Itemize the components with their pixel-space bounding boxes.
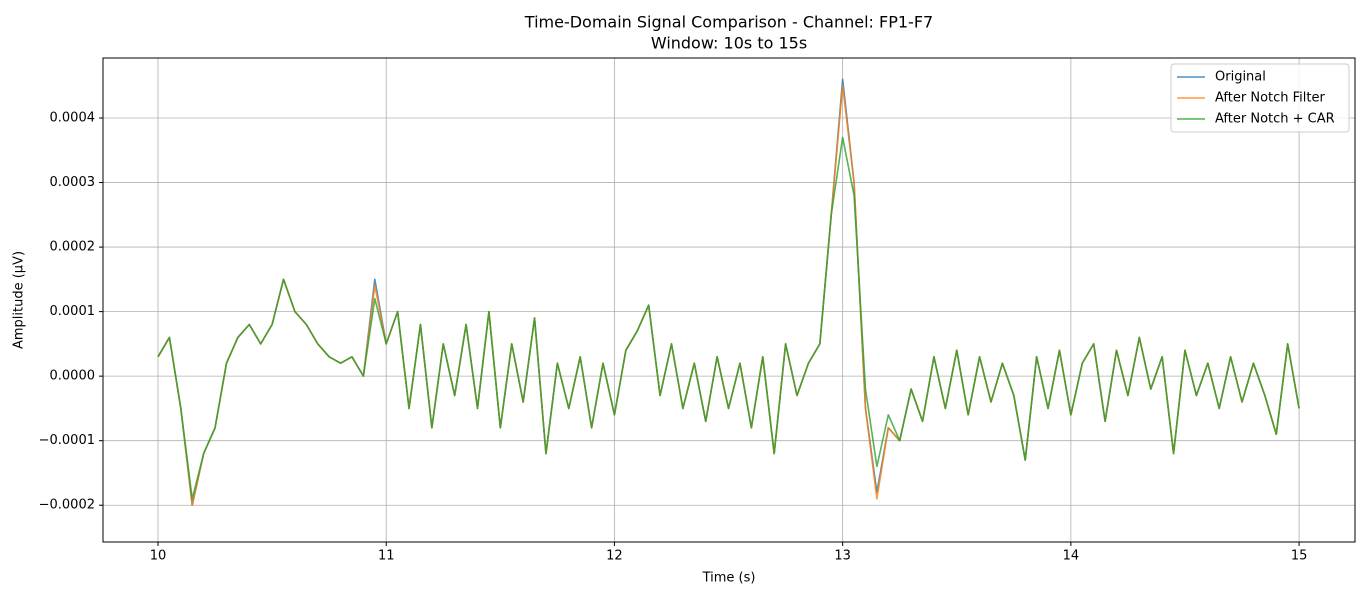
y-tick-label: −0.0001 [39, 433, 95, 448]
x-tick-label: 12 [606, 549, 623, 564]
chart-title: Time-Domain Signal Comparison - Channel:… [524, 13, 933, 32]
series-line [157, 78, 1300, 507]
chart-subtitle: Window: 10s to 15s [651, 34, 807, 53]
x-tick-label: 13 [834, 549, 851, 564]
x-tick-label: 14 [1063, 549, 1080, 564]
x-tick-label: 15 [1291, 549, 1308, 564]
y-tick-label: 0.0003 [50, 175, 96, 190]
legend-label: After Notch Filter [1215, 91, 1325, 106]
y-tick-label: 0.0004 [50, 111, 96, 126]
axes-frame [102, 57, 1356, 543]
y-tick-label: 0.0001 [50, 304, 96, 319]
x-tick-label: 11 [378, 549, 395, 564]
legend-label: Original [1215, 70, 1266, 85]
legend-label: After Notch + CAR [1215, 112, 1335, 127]
x-axis-label: Time (s) [702, 571, 756, 586]
y-tick-label: 0.0002 [50, 240, 96, 255]
y-tick-label: 0.0000 [50, 369, 96, 384]
series-line [157, 136, 1300, 500]
x-tick-label: 10 [150, 549, 167, 564]
y-tick-label: −0.0002 [39, 498, 95, 513]
y-axis-label: Amplitude (µV) [12, 251, 27, 349]
legend-box [1170, 63, 1350, 133]
series-line [157, 84, 1300, 507]
